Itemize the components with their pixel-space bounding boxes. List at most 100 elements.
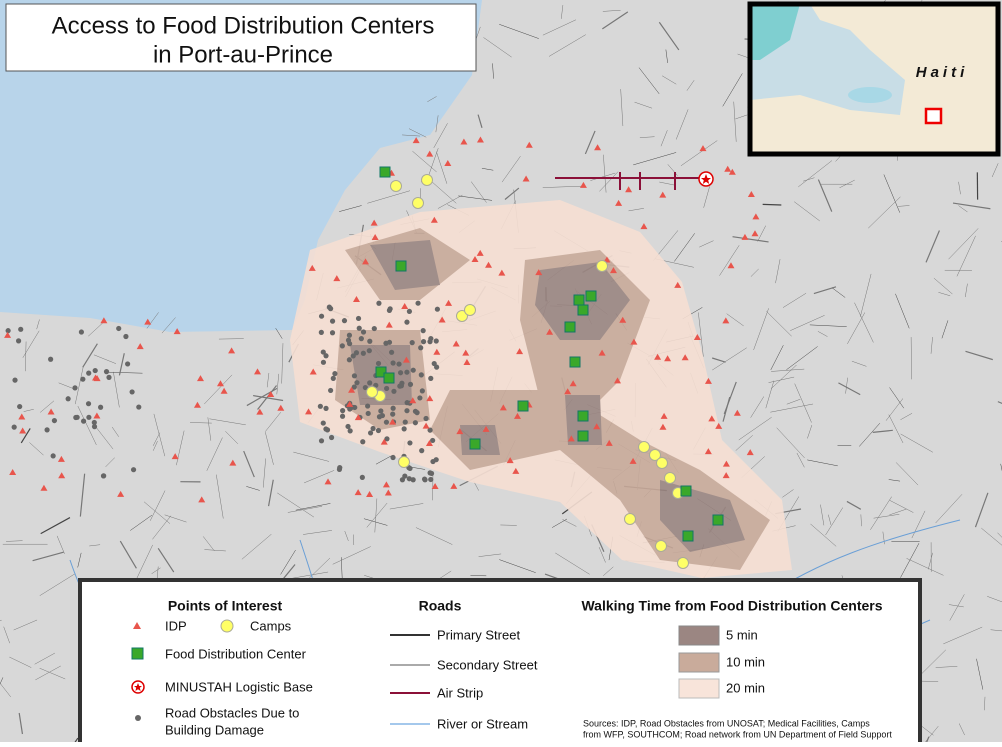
road-obstacle [357, 326, 362, 331]
title: in Port-au-Prince [153, 41, 333, 68]
road-obstacle [16, 338, 21, 343]
road-obstacle [422, 477, 427, 482]
food-distribution-center [396, 261, 406, 271]
legend-label: Secondary Street [437, 657, 538, 672]
road-obstacle [391, 389, 396, 394]
road-obstacle [342, 318, 347, 323]
road-obstacle [116, 326, 121, 331]
road-obstacle [98, 405, 103, 410]
road-obstacle [384, 386, 389, 391]
road-obstacle [434, 338, 439, 343]
road-obstacle [419, 448, 424, 453]
road-obstacle [101, 473, 106, 478]
camp [391, 181, 402, 192]
legend-label: Food Distribution Center [165, 646, 307, 661]
road-obstacle [432, 361, 437, 366]
food-distribution-center [565, 322, 575, 332]
road-obstacle [123, 334, 128, 339]
road-obstacle [367, 380, 372, 385]
inset-map: Haiti [750, 4, 998, 154]
road-obstacle [72, 385, 77, 390]
food-distribution-center [578, 431, 588, 441]
road-obstacle [404, 370, 409, 375]
sources: Sources: IDP, Road Obstacles from UNOSAT… [583, 718, 870, 728]
legend-label: Road Obstacles Due to [165, 705, 299, 720]
road-obstacle [361, 351, 366, 356]
food-distribution-center [380, 167, 390, 177]
road-obstacle [321, 360, 326, 365]
legend-heading: Walking Time from Food Distribution Cent… [581, 598, 882, 614]
road-obstacle [359, 336, 364, 341]
road-obstacle [329, 435, 334, 440]
camp [639, 442, 650, 453]
road-obstacle [407, 440, 412, 445]
road-obstacle [372, 326, 377, 331]
road-obstacle [93, 368, 98, 373]
road-obstacle [418, 345, 423, 350]
inset-lake [848, 87, 892, 103]
road-obstacle [332, 371, 337, 376]
road-obstacle [80, 377, 85, 382]
road-obstacle [427, 339, 432, 344]
road-obstacle [354, 380, 359, 385]
road-obstacle [396, 361, 401, 366]
road-obstacle [391, 406, 396, 411]
road-obstacle [18, 327, 23, 332]
road-obstacle [79, 329, 84, 334]
food-distribution-center [713, 515, 723, 525]
road-obstacle [52, 418, 57, 423]
road-obstacle [17, 404, 22, 409]
road-obstacle [435, 307, 440, 312]
road-obstacle [402, 473, 407, 478]
camp [367, 387, 378, 398]
road-obstacle [360, 475, 365, 480]
road-obstacle [417, 395, 422, 400]
legend-label: IDP [165, 618, 187, 633]
road-obstacle [419, 372, 424, 377]
road-obstacle [86, 371, 91, 376]
road-obstacle [428, 477, 433, 482]
road-obstacle [366, 411, 371, 416]
road-obstacle [12, 425, 17, 430]
road-obstacle [12, 378, 17, 383]
road-obstacle [106, 375, 111, 380]
road-obstacle [330, 330, 335, 335]
road-obstacle [331, 376, 336, 381]
legend-camp-symbol [221, 620, 233, 632]
road-obstacle [407, 476, 412, 481]
road-obstacle [390, 455, 395, 460]
road-obstacle [376, 428, 381, 433]
camp [625, 514, 636, 525]
legend-obstacle-symbol [135, 715, 141, 721]
camp [413, 198, 424, 209]
legend-label: Camps [250, 618, 292, 633]
road-obstacle [434, 457, 439, 462]
road-obstacle [415, 301, 420, 306]
road-obstacle [428, 376, 433, 381]
road-obstacle [352, 373, 357, 378]
road-obstacle [430, 438, 435, 443]
road-obstacle [404, 408, 409, 413]
road-obstacle [387, 340, 392, 345]
road-obstacle [376, 361, 381, 366]
inset-locator [926, 109, 941, 123]
road-obstacle [131, 467, 136, 472]
road-obstacle [390, 360, 395, 365]
road-obstacle [125, 361, 130, 366]
road-obstacle [340, 408, 345, 413]
inset-label: Haiti [916, 64, 969, 81]
road-obstacle [92, 420, 97, 425]
legend-label: Air Strip [437, 685, 483, 700]
road-obstacle [407, 466, 412, 471]
camp [597, 261, 608, 272]
road-obstacle [328, 306, 333, 311]
road-obstacle [346, 338, 351, 343]
camp [399, 457, 410, 468]
road-obstacle [86, 415, 91, 420]
road-obstacle [404, 320, 409, 325]
road-obstacle [414, 410, 419, 415]
food-distribution-center [681, 486, 691, 496]
street [763, 204, 782, 205]
road-obstacle [73, 415, 78, 420]
road-obstacle [48, 357, 53, 362]
